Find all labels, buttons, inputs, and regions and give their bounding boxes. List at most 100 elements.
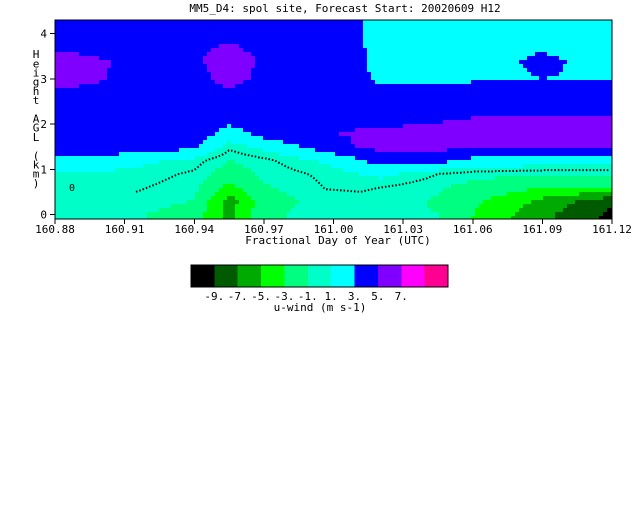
field-cell [343,80,347,84]
field-cell [115,164,119,168]
field-cell [363,160,367,164]
field-cell [351,76,355,80]
field-cell [451,32,455,36]
field-cell [411,88,415,92]
field-cell [111,184,115,188]
field-cell [263,164,267,168]
field-cell [355,80,359,84]
field-cell [163,112,167,116]
field-cell [187,136,191,140]
field-cell [243,168,247,172]
field-cell [211,192,215,196]
field-cell [387,44,391,48]
field-cell [435,104,439,108]
field-cell [219,164,223,168]
field-cell [219,152,223,156]
field-cell [439,104,443,108]
field-cell [427,168,431,172]
field-cell [383,56,387,60]
field-cell [263,208,267,212]
field-cell [439,140,443,144]
field-cell [107,32,111,36]
field-cell [267,216,271,219]
field-cell [191,176,195,180]
field-cell [83,88,87,92]
field-cell [363,120,367,124]
field-cell [343,168,347,172]
field-cell [219,180,223,184]
field-cell [203,160,207,164]
field-cell [327,148,331,152]
field-cell [151,48,155,52]
field-cell [443,116,447,120]
field-cell [319,204,323,208]
field-cell [451,124,455,128]
field-cell [151,212,155,216]
field-cell [415,168,419,172]
field-cell [315,116,319,120]
field-cell [127,124,131,128]
field-cell [243,176,247,180]
field-cell [355,76,359,80]
field-cell [247,84,251,88]
field-cell [251,80,255,84]
field-cell [355,112,359,116]
field-cell [223,128,227,132]
field-cell [207,148,211,152]
field-cell [79,64,83,68]
field-cell [443,124,447,128]
field-cell [319,76,323,80]
field-cell [111,104,115,108]
field-cell [191,204,195,208]
field-cell [295,92,299,96]
field-cell [95,104,99,108]
field-cell [67,132,71,136]
field-cell [219,208,223,212]
field-cell [243,196,247,200]
field-cell [263,80,267,84]
field-cell [67,92,71,96]
field-cell [263,48,267,52]
field-cell [83,76,87,80]
field-cell [347,76,351,80]
field-cell [323,144,327,148]
field-cell [343,60,347,64]
field-cell [191,20,195,24]
field-cell [243,60,247,64]
field-cell [415,208,419,212]
field-cell [123,24,127,28]
field-cell [247,112,251,116]
field-cell [119,20,123,24]
field-cell [411,172,415,176]
field-cell [451,84,455,88]
field-cell [439,64,443,68]
field-cell [135,104,139,108]
field-cell [323,120,327,124]
field-cell [231,64,235,68]
field-cell [371,108,375,112]
field-cell [391,56,395,60]
field-cell [291,56,295,60]
field-cell [71,184,75,188]
field-cell [407,40,411,44]
field-cell [91,20,95,24]
field-cell [131,80,135,84]
field-cell [147,172,151,176]
field-cell [359,96,363,100]
field-cell [67,36,71,40]
field-cell [443,208,447,212]
field-cell [67,160,71,164]
field-cell [279,216,283,219]
field-cell [411,28,415,32]
field-cell [451,156,455,160]
field-cell [195,112,199,116]
field-cell [359,208,363,212]
field-cell [255,200,259,204]
field-cell [111,144,115,148]
field-cell [447,36,451,40]
field-cell [127,36,131,40]
field-cell [207,196,211,200]
field-cell [103,140,107,144]
field-cell [119,136,123,140]
field-cell [271,140,275,144]
